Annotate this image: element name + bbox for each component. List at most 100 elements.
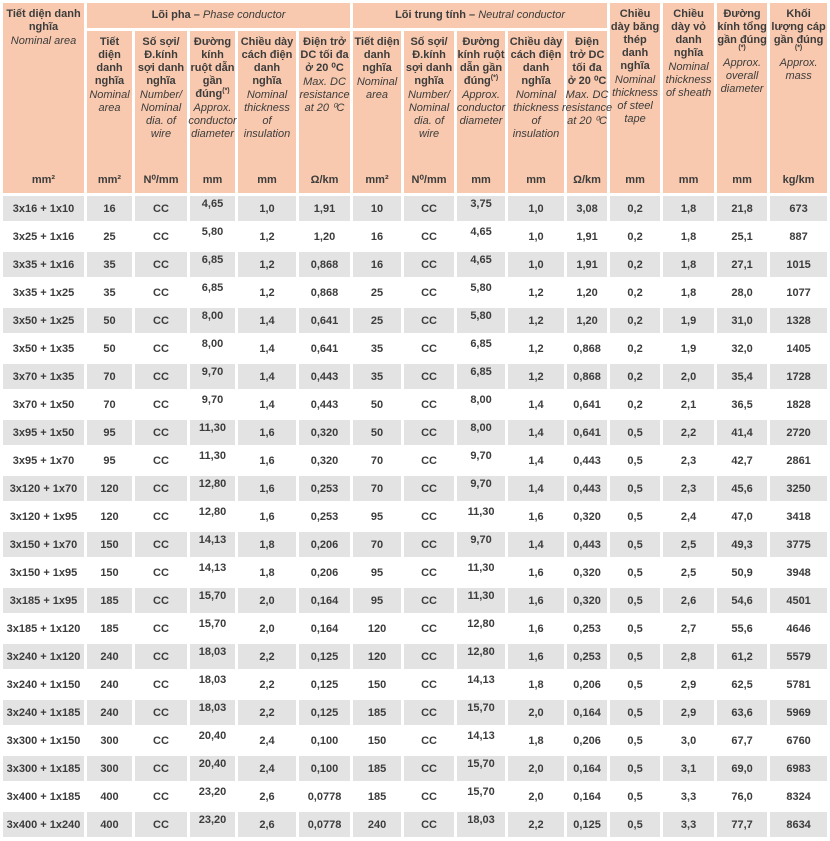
group-label-en: Neutral conductor	[478, 9, 566, 21]
cell-phase-conductor-diameter: 11,30	[190, 448, 235, 473]
sub-header-row: Tiết diện danh nghĩa Nominal area mm² Số…	[3, 31, 827, 193]
cell-phase-insulation: 2,6	[238, 784, 296, 809]
cell-neutral-area: 150	[353, 728, 402, 753]
cell-overall-diameter: 67,7	[717, 728, 768, 753]
cell-phase-conductor-diameter: 6,85	[190, 280, 235, 305]
cell-steel-tape-thickness: 0,2	[610, 196, 661, 221]
cell-sheath-thickness: 3,1	[663, 756, 715, 781]
cell-neutral-insulation: 1,2	[508, 336, 565, 361]
cell-neutral-conductor-diameter: 5,80	[457, 280, 506, 305]
cell-phase-dc-resistance: 0,125	[299, 700, 351, 725]
cell-sheath-thickness: 2,5	[663, 532, 715, 557]
cell-neutral-conductor-diameter: 6,85	[457, 364, 506, 389]
group-label-vi: Lõi pha –	[151, 9, 200, 21]
cell-steel-tape-thickness: 0,5	[610, 532, 661, 557]
cell-phase-dc-resistance: 1,91	[299, 196, 351, 221]
col-header-neutral-area: Tiết diện danh nghĩa Nominal area mm²	[353, 31, 402, 193]
cell-neutral-insulation: 2,0	[508, 784, 565, 809]
cell-phase-wires: CC	[135, 644, 187, 669]
cell-steel-tape-thickness: 0,2	[610, 336, 661, 361]
table-row: 3x120 + 1x70 120 CC 12,80 1,6 0,253 70 CC 9,70 1,…	[3, 476, 828, 501]
cell-overall-diameter: 21,8	[717, 196, 768, 221]
cell-steel-tape-thickness: 0,5	[610, 756, 661, 781]
cell-neutral-wires: CC	[404, 308, 455, 333]
cell-neutral-area: 185	[353, 756, 402, 781]
cell-phase-dc-resistance: 0,206	[299, 560, 351, 585]
cell-mass: 4501	[770, 588, 828, 613]
table-row: 3x25 + 1x16 25 CC 5,80 1,2 1,20 16 CC 4,65 1,0 1,9…	[3, 224, 828, 249]
cell-phase-wires: CC	[135, 476, 187, 501]
cell-phase-area: 300	[87, 728, 132, 753]
cell-phase-conductor-diameter: 14,13	[190, 560, 235, 585]
col-label-vi: Khối lượng cáp gần đúng	[771, 8, 826, 46]
cell-phase-wires: CC	[135, 280, 187, 305]
col-unit: mm	[625, 174, 645, 186]
cell-nominal-area: 3x35 + 1x25	[3, 280, 84, 305]
cell-nominal-area: 3x400 + 1x185	[3, 784, 84, 809]
cell-phase-dc-resistance: 0,164	[299, 616, 351, 641]
col-label-vi: Chiều dày vỏ danh nghĩa	[671, 8, 706, 59]
cell-neutral-area: 50	[353, 392, 402, 417]
cell-phase-insulation: 2,6	[238, 812, 296, 837]
cell-phase-insulation: 2,2	[238, 700, 296, 725]
cell-phase-area: 50	[87, 308, 132, 333]
cell-nominal-area: 3x185 + 1x120	[3, 616, 84, 641]
cell-phase-conductor-diameter: 20,40	[190, 756, 235, 781]
table-row: 3x400 + 1x185 400 CC 23,20 2,6 0,0778 185 CC 15,…	[3, 784, 828, 809]
cell-neutral-area: 25	[353, 308, 402, 333]
cell-neutral-wires: CC	[404, 224, 455, 249]
cell-neutral-wires: CC	[404, 196, 455, 221]
cell-phase-conductor-diameter: 11,30	[190, 420, 235, 445]
cell-steel-tape-thickness: 0,2	[610, 252, 661, 277]
cell-neutral-wires: CC	[404, 252, 455, 277]
cell-neutral-wires: CC	[404, 644, 455, 669]
cell-neutral-wires: CC	[404, 532, 455, 557]
group-label-vi: Lõi trung tính –	[395, 9, 476, 21]
cell-neutral-insulation: 1,2	[508, 280, 565, 305]
cell-phase-dc-resistance: 0,0778	[299, 812, 351, 837]
cell-phase-area: 240	[87, 644, 132, 669]
cell-neutral-insulation: 1,8	[508, 672, 565, 697]
cell-sheath-thickness: 1,9	[663, 336, 715, 361]
cell-phase-insulation: 2,0	[238, 616, 296, 641]
cell-mass: 1828	[770, 392, 828, 417]
cell-phase-conductor-diameter: 15,70	[190, 616, 235, 641]
col-label-vi: Chiều dày cách điện danh nghĩa	[509, 36, 563, 87]
cell-mass: 5579	[770, 644, 828, 669]
cell-sheath-thickness: 1,8	[663, 280, 715, 305]
cell-overall-diameter: 47,0	[717, 504, 768, 529]
cell-phase-insulation: 1,2	[238, 252, 296, 277]
cell-overall-diameter: 76,0	[717, 784, 768, 809]
cell-neutral-wires: CC	[404, 672, 455, 697]
cell-sheath-thickness: 1,9	[663, 308, 715, 333]
cell-phase-area: 150	[87, 560, 132, 585]
cell-neutral-wires: CC	[404, 336, 455, 361]
cell-neutral-wires: CC	[404, 728, 455, 753]
cell-phase-insulation: 1,6	[238, 420, 296, 445]
footnote-mark: (*)	[738, 44, 746, 52]
cell-phase-insulation: 1,6	[238, 476, 296, 501]
col-label-vi: Tiết diện danh nghĩa	[94, 36, 125, 87]
cell-phase-area: 35	[87, 252, 132, 277]
cell-phase-wires: CC	[135, 252, 187, 277]
cell-sheath-thickness: 2,3	[663, 448, 715, 473]
table-row: 3x185 + 1x120 185 CC 15,70 2,0 0,164 120 CC 12,8…	[3, 616, 828, 641]
cell-neutral-conductor-diameter: 15,70	[457, 700, 506, 725]
cell-neutral-insulation: 1,4	[508, 476, 565, 501]
col-header-neutral-conductor-diameter: Đường kính ruột dẫn gần đúng(*) Approx. …	[457, 31, 505, 193]
cell-neutral-conductor-diameter: 11,30	[457, 560, 506, 585]
cell-overall-diameter: 42,7	[717, 448, 768, 473]
cell-phase-conductor-diameter: 18,03	[190, 644, 235, 669]
cell-phase-wires: CC	[135, 364, 187, 389]
cell-sheath-thickness: 2,5	[663, 560, 715, 585]
cell-phase-conductor-diameter: 9,70	[190, 364, 235, 389]
col-header-sheath-thickness: Chiều dày vỏ danh nghĩa Nominal thicknes…	[663, 3, 715, 193]
cell-phase-area: 400	[87, 784, 132, 809]
cell-steel-tape-thickness: 0,5	[610, 728, 661, 753]
cell-overall-diameter: 35,4	[717, 364, 768, 389]
cell-phase-area: 400	[87, 812, 132, 837]
cell-phase-dc-resistance: 0,253	[299, 476, 351, 501]
cell-nominal-area: 3x300 + 1x150	[3, 728, 84, 753]
cell-steel-tape-thickness: 0,5	[610, 504, 661, 529]
cell-neutral-conductor-diameter: 11,30	[457, 504, 506, 529]
